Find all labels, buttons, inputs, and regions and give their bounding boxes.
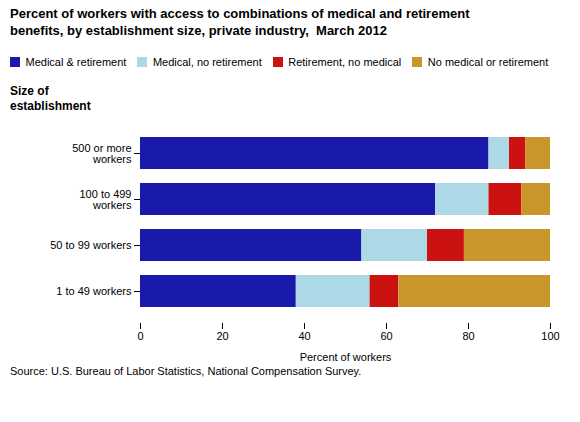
svg-text:100 to 499workers: 100 to 499workers [80,188,132,211]
svg-text:500 or moreworkers: 500 or moreworkers [72,142,132,165]
html-text:Percent of workers with access: Percent of workers with access to combin… [10,6,470,38]
html-text:Retirement, no medical: Retirement, no medical [288,56,402,69]
svg-text:1 to 49 workers: 1 to 49 workers [56,285,132,297]
svg-text:50 to 99 workers: 50 to 99 workers [50,239,132,251]
svg-text:0: 0 [137,330,143,342]
html-text:Size of establishment: Size of establishment [10,84,91,113]
svg-text:20: 20 [216,330,228,342]
svg-text:100: 100 [541,330,559,342]
svg-text:80: 80 [462,330,474,342]
html-text:Medical & retirement: Medical & retirement [25,56,127,69]
svg-text:40: 40 [298,330,310,342]
html-text:Medical, no retirement: Medical, no retirement [152,56,262,69]
html-text:No medical or retirement: No medical or retirement [427,56,549,69]
svg-text:Percent of workers: Percent of workers [300,351,392,363]
svg-text:60: 60 [380,330,392,342]
html-text:Source: U.S. Bureau of Labor S: Source: U.S. Bureau of Labor Statistics,… [10,365,362,378]
